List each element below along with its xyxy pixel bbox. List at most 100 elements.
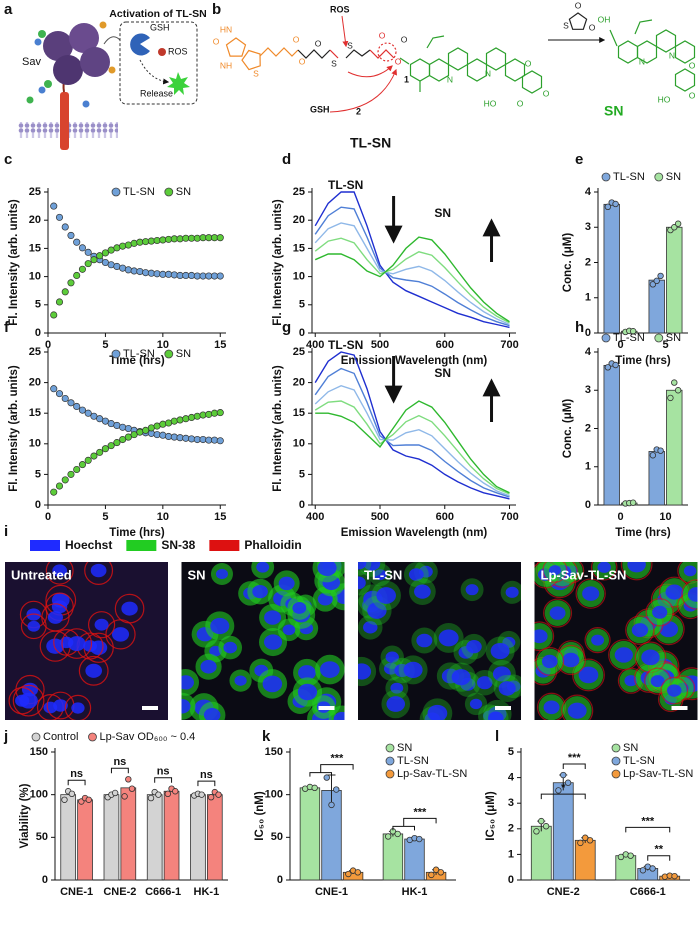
image-label: SN (188, 567, 206, 582)
panel-label: b (212, 1, 221, 18)
y-tick-label: 25 (293, 346, 305, 358)
legend-marker (654, 333, 664, 343)
ligand (82, 100, 90, 108)
cell-nucleus (363, 562, 381, 571)
y-tick-label: 150 (30, 746, 48, 758)
replicate-point (649, 281, 657, 288)
bar (552, 782, 574, 881)
bond-ring (225, 37, 247, 57)
data-point (107, 442, 115, 450)
channel-swatch (30, 540, 60, 551)
bond-ring (617, 40, 639, 64)
bond-ring (241, 49, 261, 71)
y-tick-label: 5 (508, 746, 514, 758)
legend-marker (31, 732, 41, 742)
cell-nucleus (597, 562, 611, 573)
spectrum-line (314, 222, 510, 326)
bond (426, 35, 445, 49)
cell-nucleus (386, 696, 406, 712)
data-point (216, 234, 224, 242)
data-point (50, 202, 58, 210)
y-tick-label: 0 (585, 327, 591, 339)
legend-marker (88, 732, 97, 742)
y-tick-label: 1 (508, 848, 514, 860)
atom-label: OH (598, 14, 611, 24)
replicate-point (617, 853, 625, 861)
replicate-point (627, 852, 634, 859)
legend-label: TL-SN (623, 755, 655, 767)
chart: k 0 50 100 150 IC₅₀ (nM) CNE-1 HK-1 *** *** SNTL-S… (254, 728, 467, 898)
y-tick-label: 25 (29, 346, 41, 358)
significance-bracket (197, 780, 216, 787)
replicate-point (639, 867, 647, 874)
sav-subunit (80, 47, 110, 77)
y-tick-label: 20 (293, 214, 305, 226)
legend-label: SN (176, 186, 191, 198)
ros-label: ROS (168, 46, 188, 56)
panel-label: d (282, 151, 291, 168)
drug-icon (167, 72, 190, 95)
x-tick-label: 0 (45, 511, 51, 523)
bond-ring (466, 58, 488, 82)
replicate-point (394, 830, 401, 838)
data-point (73, 238, 81, 246)
replicate-point (111, 789, 119, 797)
data-point (67, 470, 75, 478)
bond-ring (521, 70, 543, 94)
cell-nucleus (408, 568, 424, 581)
atom-label: O (213, 36, 220, 46)
cell-nucleus (298, 665, 316, 681)
bar (603, 364, 620, 506)
legend-marker (385, 743, 395, 753)
bar (60, 794, 77, 881)
replicate-point (345, 870, 352, 878)
y-tick-label: 2 (585, 422, 591, 434)
y-tick-label: 0 (42, 874, 48, 886)
channel-label: SN-38 (161, 538, 195, 552)
y-tick-label: 25 (29, 186, 41, 198)
cell-nucleus (358, 576, 366, 590)
atom-label: N (447, 74, 453, 84)
cell-nucleus (548, 565, 561, 576)
data-point (61, 476, 69, 484)
replicate-point (649, 452, 657, 459)
data-point (78, 244, 87, 252)
data-point (124, 266, 132, 274)
data-point (187, 413, 196, 422)
data-point (67, 231, 75, 239)
y-axis-title: Fl. Intensity (arb. units) (272, 365, 284, 492)
replicate-point (207, 794, 215, 801)
cell-membrane (620, 562, 653, 581)
y-tick-label: 0 (277, 874, 283, 886)
path-1: 1 (404, 74, 409, 84)
cell-nucleus (358, 562, 367, 570)
x-tick-label: 700 (500, 339, 518, 351)
x-tick-label: CNE-2 (103, 886, 136, 898)
significance-label: ns (157, 766, 170, 778)
cell-nucleus (390, 682, 404, 694)
y-tick-label: 10 (293, 271, 305, 283)
atom-label: N (639, 56, 645, 66)
data-point (182, 434, 190, 442)
cell-membrane (542, 562, 568, 583)
atom-label: O (517, 98, 524, 108)
y-tick-label: 3 (585, 384, 591, 396)
gsh-label: GSH (310, 104, 330, 114)
data-point (170, 417, 178, 425)
data-point (199, 411, 207, 419)
panel-label: l (495, 728, 499, 745)
cell-membrane (12, 684, 45, 717)
image-label: Untreated (11, 567, 72, 582)
replicate-point (538, 817, 545, 825)
cell-membrane (61, 628, 93, 659)
bond (369, 49, 395, 59)
x-tick-label: 0 (617, 511, 623, 523)
schematic-title: Activation of TL-SN (109, 8, 206, 20)
cell-nucleus (52, 564, 68, 577)
cell-nucleus (376, 587, 396, 604)
cell-nucleus (582, 586, 600, 601)
legend-marker (654, 172, 664, 182)
y-tick-label: 4 (585, 346, 592, 358)
replicate-point (323, 774, 330, 781)
